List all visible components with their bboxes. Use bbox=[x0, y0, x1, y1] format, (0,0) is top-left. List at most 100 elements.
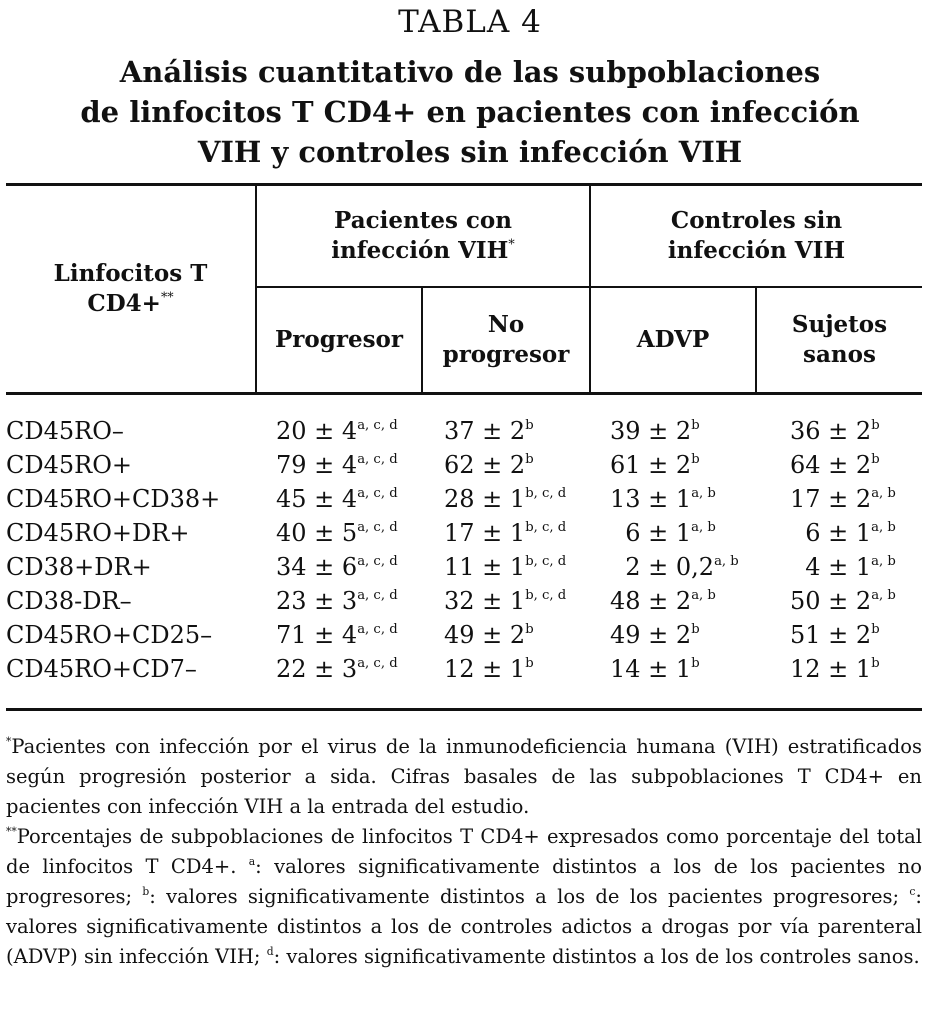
cell-significance: a, c, d bbox=[357, 656, 398, 672]
cell-value: 36 ± 2 bbox=[790, 417, 872, 445]
table-cell: 50 ± 2a, b bbox=[790, 587, 896, 615]
footnote-paragraph: **Porcentajes de subpoblaciones de linfo… bbox=[6, 822, 922, 972]
footnote-mark: ** bbox=[6, 824, 17, 838]
table-cell: 14 ± 1b bbox=[610, 655, 700, 683]
row-label: CD38-DR– bbox=[6, 587, 132, 615]
cell-value: 62 ± 2 bbox=[444, 451, 526, 479]
cell-significance: b bbox=[525, 418, 534, 434]
footnote-paragraph: *Pacientes con infección por el virus de… bbox=[6, 732, 922, 822]
column-header-line1: ADVP bbox=[636, 326, 710, 353]
cell-significance: a, b bbox=[691, 588, 716, 604]
table-cell: 71 ± 4a, c, d bbox=[276, 621, 398, 649]
table-row: CD38-DR– 23 ± 3a, c, d 32 ± 1b, c, d 48 … bbox=[0, 587, 940, 621]
cell-significance: a, b bbox=[871, 588, 896, 604]
footnote-mark: a bbox=[248, 854, 256, 868]
group-header-patients: Pacientes con infección VIH* bbox=[257, 186, 589, 286]
footnote-mark: ** bbox=[160, 289, 174, 305]
table-cell: 48 ± 2a, b bbox=[610, 587, 716, 615]
table-cell: 6 ± 1a, b bbox=[610, 519, 716, 547]
cell-significance: a, c, d bbox=[357, 418, 398, 434]
table-cell: 12 ± 1b bbox=[444, 655, 534, 683]
row-label: CD45RO+ bbox=[6, 451, 132, 479]
column-header-line1: No bbox=[487, 311, 525, 338]
cell-value: 20 ± 4 bbox=[276, 417, 358, 445]
cell-value: 17 ± 2 bbox=[790, 485, 872, 513]
cell-value: 12 ± 1 bbox=[444, 655, 526, 683]
header-bottom-rule bbox=[6, 392, 922, 395]
cell-value: 50 ± 2 bbox=[790, 587, 872, 615]
group-header-line1: Controles sin bbox=[670, 207, 843, 234]
column-divider bbox=[255, 185, 257, 393]
group-header-line2: infección VIH bbox=[331, 237, 509, 264]
column-header-line1: Progresor bbox=[275, 326, 403, 353]
footnote-text: : valores significativamente distintos a… bbox=[273, 945, 920, 968]
cell-significance: b, c, d bbox=[525, 554, 567, 570]
cell-value: 48 ± 2 bbox=[610, 587, 692, 615]
footnote-mark: * bbox=[508, 236, 515, 252]
cell-value: 49 ± 2 bbox=[444, 621, 526, 649]
row-label: CD45RO+DR+ bbox=[6, 519, 190, 547]
column-divider bbox=[755, 287, 757, 393]
cell-value: 4 ± 1 bbox=[790, 553, 872, 581]
table-cell: 36 ± 2b bbox=[790, 417, 880, 445]
table-cell: 17 ± 1b, c, d bbox=[444, 519, 566, 547]
footnote-text: : valores significativamente distintos a… bbox=[6, 855, 922, 908]
cell-significance: a, c, d bbox=[357, 554, 398, 570]
column-header-advp: ADVP bbox=[591, 288, 755, 392]
cell-value: 79 ± 4 bbox=[276, 451, 358, 479]
table-cell: 39 ± 2b bbox=[610, 417, 700, 445]
cell-significance: b bbox=[691, 656, 700, 672]
cell-value: 34 ± 6 bbox=[276, 553, 358, 581]
table-cell: 49 ± 2b bbox=[444, 621, 534, 649]
table-cell: 45 ± 4a, c, d bbox=[276, 485, 398, 513]
cell-value: 12 ± 1 bbox=[790, 655, 872, 683]
cell-value: 45 ± 4 bbox=[276, 485, 358, 513]
cell-value: 2 ± 0,2 bbox=[610, 553, 715, 581]
table-row: CD45RO+DR+ 40 ± 5a, c, d 17 ± 1b, c, d 6… bbox=[0, 519, 940, 553]
column-header-progresor: Progresor bbox=[257, 288, 421, 392]
cell-significance: b bbox=[691, 622, 700, 638]
row-label: CD45RO– bbox=[6, 417, 124, 445]
row-header-line2: CD4+ bbox=[87, 290, 161, 317]
table-cell: 79 ± 4a, c, d bbox=[276, 451, 398, 479]
cell-significance: b bbox=[691, 418, 700, 434]
row-label: CD45RO+CD25– bbox=[6, 621, 213, 649]
column-divider bbox=[589, 185, 591, 393]
cell-value: 39 ± 2 bbox=[610, 417, 692, 445]
cell-significance: b, c, d bbox=[525, 520, 567, 536]
cell-significance: a, b bbox=[691, 486, 716, 502]
table-row: CD45RO+CD38+ 45 ± 4a, c, d 28 ± 1b, c, d… bbox=[0, 485, 940, 519]
footnote-text: : valores significativamente distintos a… bbox=[149, 885, 910, 908]
table-cell: 28 ± 1b, c, d bbox=[444, 485, 566, 513]
cell-significance: a, b bbox=[714, 554, 739, 570]
table-row: CD45RO+CD25– 71 ± 4a, c, d 49 ± 2b 49 ± … bbox=[0, 621, 940, 655]
footnote-mark: * bbox=[6, 734, 12, 748]
cell-value: 49 ± 2 bbox=[610, 621, 692, 649]
table-cell: 4 ± 1a, b bbox=[790, 553, 896, 581]
table-cell: 11 ± 1b, c, d bbox=[444, 553, 566, 581]
footnote-mark: d bbox=[266, 944, 274, 958]
table-cell: 23 ± 3a, c, d bbox=[276, 587, 398, 615]
row-header-cell: Linfocitos T CD4+** bbox=[6, 186, 255, 392]
group-header-rule bbox=[256, 286, 922, 288]
table-cell: 17 ± 2a, b bbox=[790, 485, 896, 513]
table-cell: 32 ± 1b, c, d bbox=[444, 587, 566, 615]
table-top-rule bbox=[6, 183, 922, 186]
cell-significance: a, c, d bbox=[357, 622, 398, 638]
cell-significance: b bbox=[871, 452, 880, 468]
cell-value: 64 ± 2 bbox=[790, 451, 872, 479]
table-cell: 12 ± 1b bbox=[790, 655, 880, 683]
cell-significance: b bbox=[525, 656, 534, 672]
table-row: CD45RO+ 79 ± 4a, c, d 62 ± 2b 61 ± 2b 64… bbox=[0, 451, 940, 485]
table-cell: 6 ± 1a, b bbox=[790, 519, 896, 547]
footnote-text: Porcentajes de subpoblaciones de linfoci… bbox=[6, 825, 922, 878]
cell-significance: a, b bbox=[691, 520, 716, 536]
title-line: VIH y controles sin infección VIH bbox=[197, 135, 743, 169]
cell-significance: b bbox=[871, 418, 880, 434]
cell-significance: a, c, d bbox=[357, 588, 398, 604]
cell-significance: b bbox=[525, 622, 534, 638]
table-cell: 34 ± 6a, c, d bbox=[276, 553, 398, 581]
cell-value: 11 ± 1 bbox=[444, 553, 526, 581]
table-footnotes: *Pacientes con infección por el virus de… bbox=[6, 732, 922, 972]
